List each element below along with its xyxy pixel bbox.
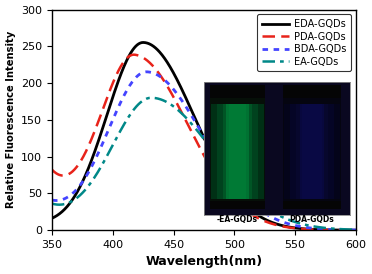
BDA-GQDs — [253, 205, 258, 208]
Line: PDA-GQDs: PDA-GQDs — [52, 55, 356, 230]
EA-GQDs — [279, 215, 283, 218]
EA-GQDs — [354, 228, 358, 231]
EA-GQDs — [230, 173, 234, 176]
EDA-GQDs — [230, 187, 234, 190]
EDA-GQDs — [103, 117, 108, 120]
EA-GQDs — [149, 96, 154, 99]
EDA-GQDs — [141, 41, 145, 44]
EDA-GQDs — [128, 52, 132, 56]
PDA-GQDs — [230, 195, 234, 198]
Line: EDA-GQDs: EDA-GQDs — [52, 42, 356, 230]
EDA-GQDs — [253, 212, 258, 215]
EDA-GQDs — [354, 229, 358, 232]
BDA-GQDs — [128, 83, 132, 87]
PDA-GQDs — [103, 100, 108, 103]
EDA-GQDs — [188, 105, 192, 109]
BDA-GQDs — [144, 70, 148, 73]
BDA-GQDs — [279, 220, 283, 223]
BDA-GQDs — [230, 179, 234, 182]
Line: BDA-GQDs: BDA-GQDs — [52, 72, 356, 230]
PDA-GQDs — [50, 168, 54, 171]
BDA-GQDs — [50, 198, 54, 202]
EA-GQDs — [128, 113, 132, 116]
PDA-GQDs — [188, 127, 192, 130]
EDA-GQDs — [279, 224, 283, 227]
PDA-GQDs — [279, 224, 283, 228]
EA-GQDs — [253, 198, 258, 201]
BDA-GQDs — [188, 112, 192, 115]
EA-GQDs — [103, 157, 108, 160]
Legend: EDA-GQDs, PDA-GQDs, BDA-GQDs, EA-GQDs: EDA-GQDs, PDA-GQDs, BDA-GQDs, EA-GQDs — [257, 15, 351, 72]
X-axis label: Wavelength(nm): Wavelength(nm) — [145, 255, 263, 269]
PDA-GQDs — [128, 54, 132, 57]
PDA-GQDs — [131, 53, 136, 56]
Line: EA-GQDs: EA-GQDs — [52, 98, 356, 230]
EA-GQDs — [50, 202, 54, 205]
PDA-GQDs — [253, 215, 258, 218]
EDA-GQDs — [50, 217, 54, 220]
PDA-GQDs — [354, 229, 358, 232]
Y-axis label: Relative Fluorescence Intensity: Relative Fluorescence Intensity — [6, 31, 16, 209]
BDA-GQDs — [103, 135, 108, 138]
EA-GQDs — [188, 120, 192, 124]
BDA-GQDs — [354, 228, 358, 232]
